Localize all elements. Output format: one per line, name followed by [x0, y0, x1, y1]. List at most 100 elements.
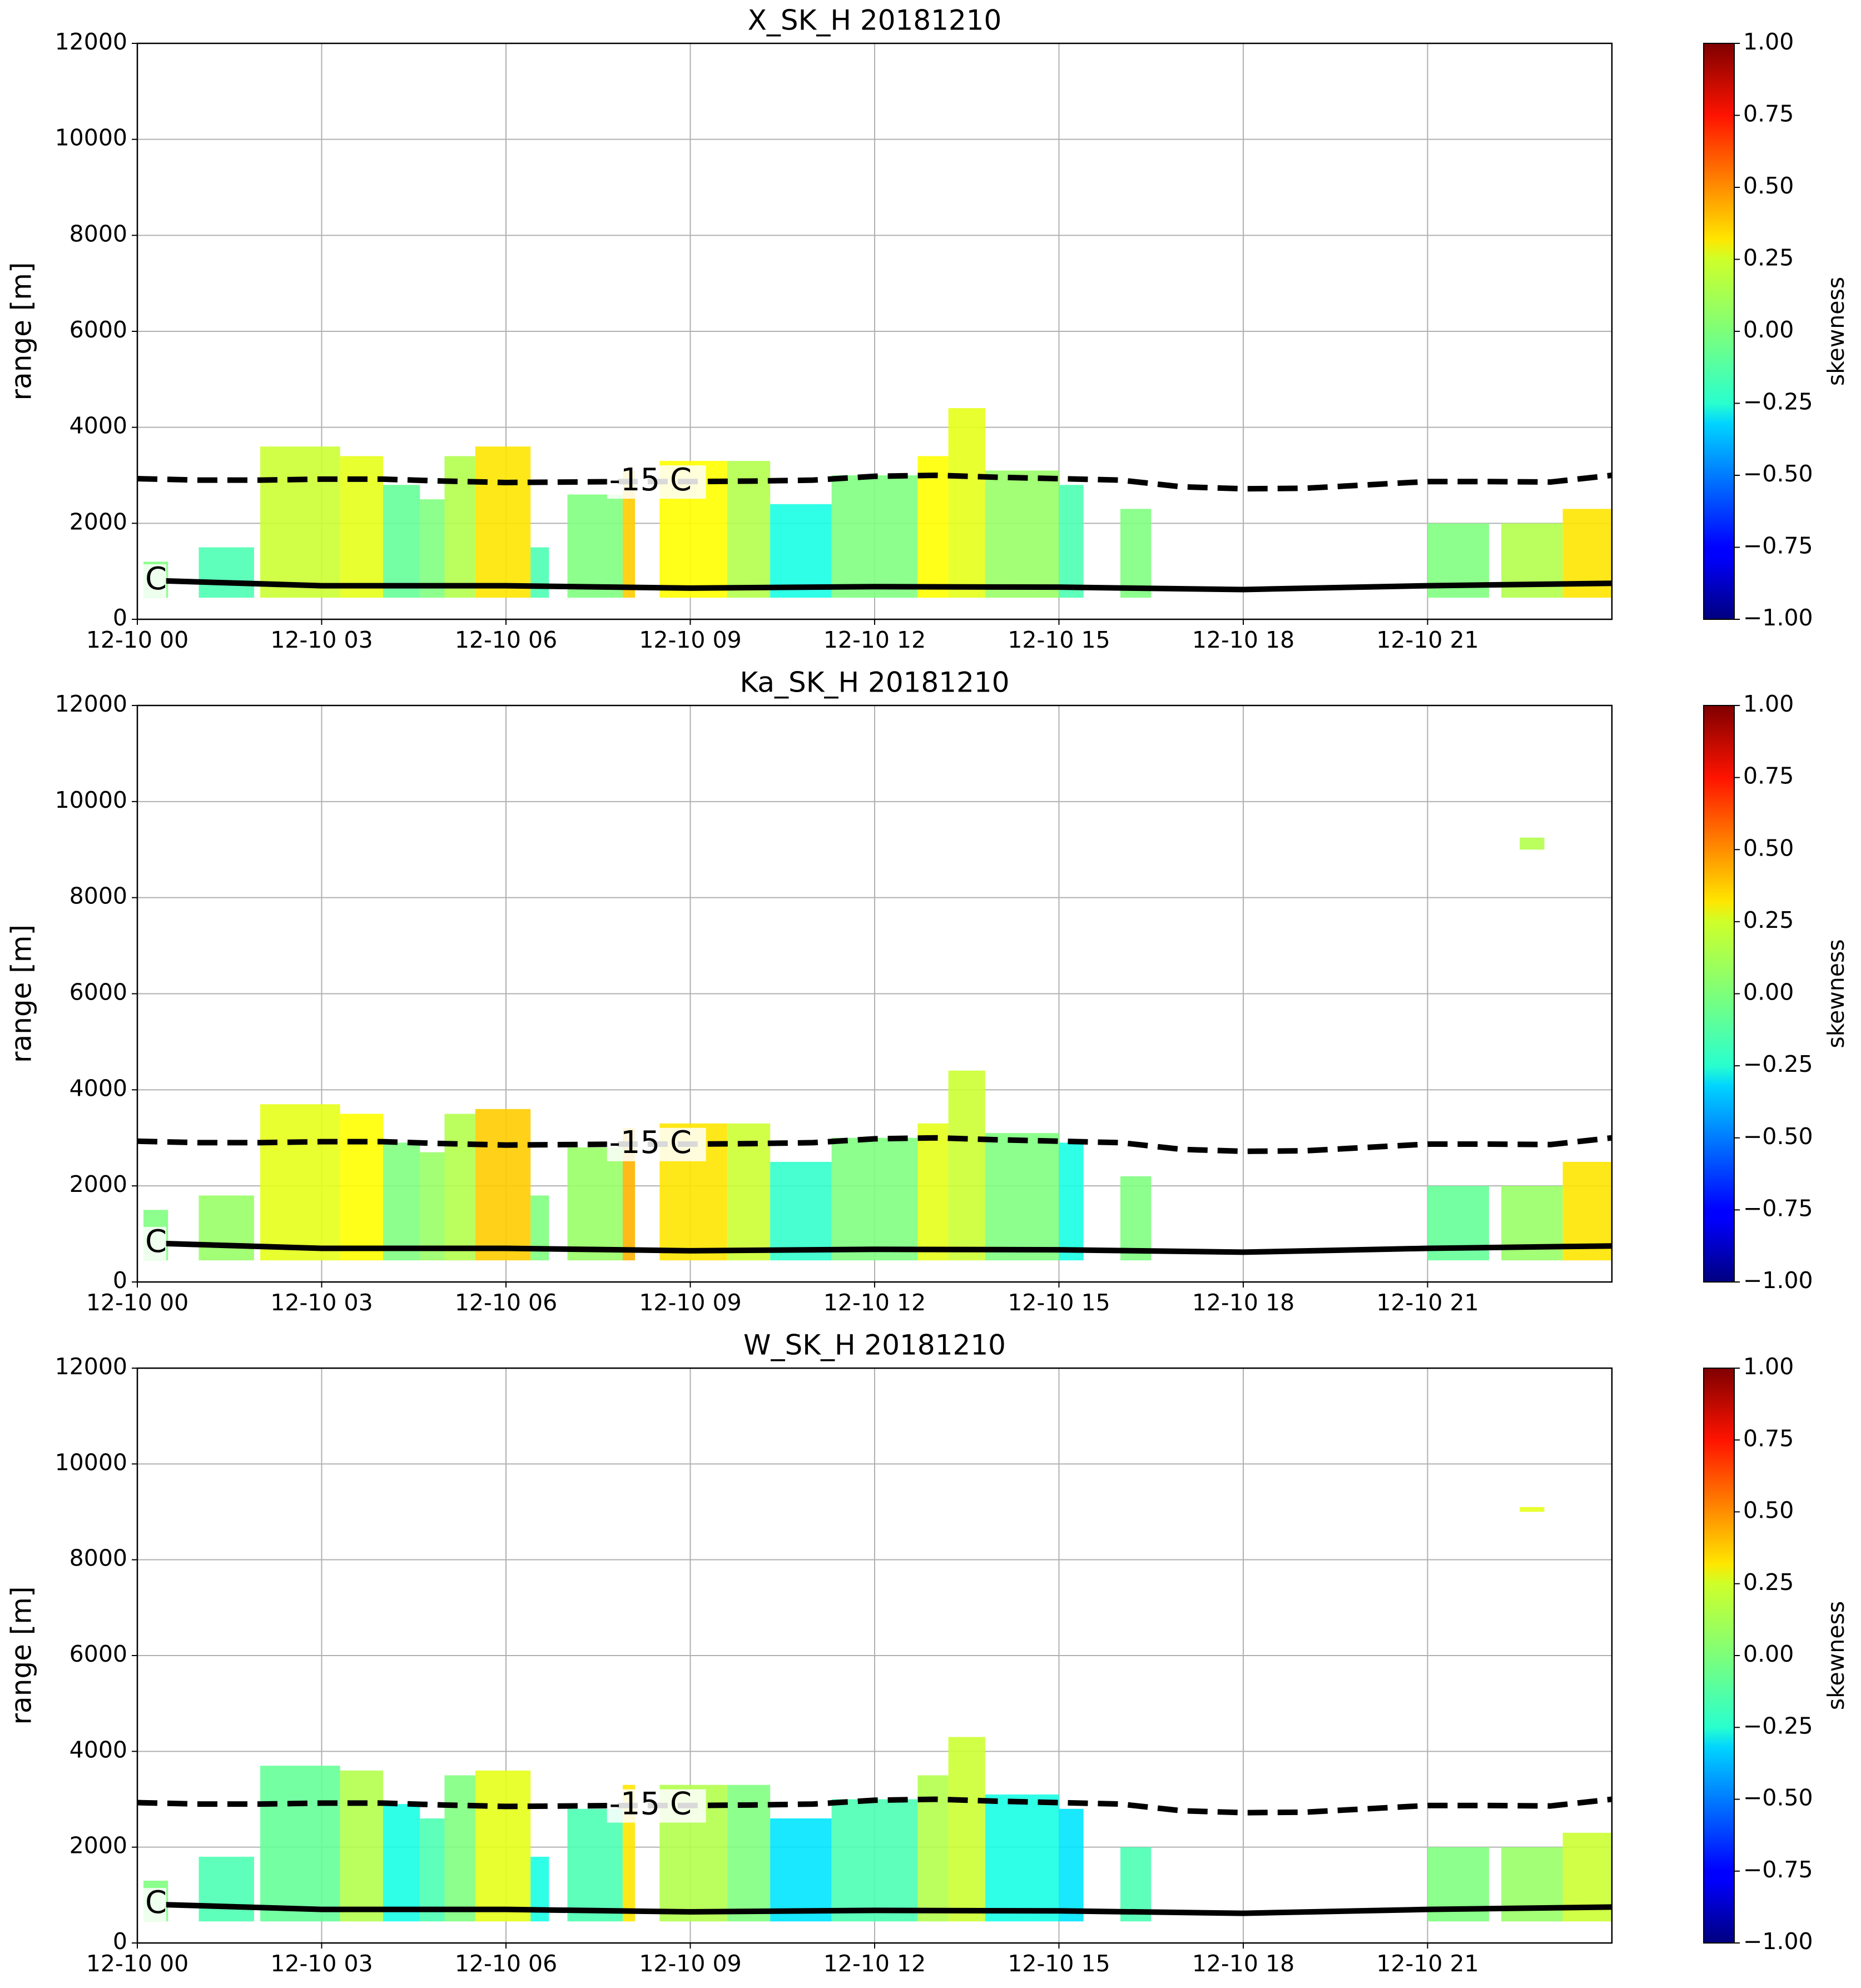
y-tick-label: 6000	[70, 979, 127, 1006]
y-tick-label: 12000	[55, 690, 127, 717]
echo-cell	[198, 1856, 254, 1922]
y-tick-label: 2000	[70, 1171, 127, 1197]
echo-cell	[475, 1109, 531, 1261]
y-tick-label: 6000	[70, 1641, 127, 1667]
colorbar-tick-label: −1.00	[1743, 1267, 1813, 1294]
y-tick-label: 4000	[70, 412, 127, 439]
echo-cell	[567, 1808, 623, 1922]
chart-title: W_SK_H 20181210	[743, 1329, 1006, 1361]
isotherm-label-bg	[607, 1789, 706, 1823]
y-tick-label: 8000	[70, 1545, 127, 1572]
echo-cell	[444, 1775, 475, 1922]
colorbar-tick-label: −1.00	[1743, 1928, 1813, 1955]
echo-cell	[1120, 509, 1152, 598]
axes-frame	[136, 704, 1613, 1283]
x-tick-label: 12-10 06	[455, 627, 557, 653]
y-tick-label: 8000	[70, 220, 127, 247]
y-tick-label: 12000	[55, 1353, 127, 1380]
colorbar-tick-label: 0.25	[1743, 907, 1794, 933]
isotherm-label: -15 C	[609, 462, 692, 498]
echo-cell	[831, 1137, 918, 1261]
colorbar-tick-label: −0.50	[1743, 460, 1813, 487]
panel: 12-10 00 12-10 03 12-10 06 12-10 09 12-10 12…	[6, 1329, 1850, 1977]
colorbar-tick-label: −0.75	[1743, 533, 1813, 559]
colorbar	[1703, 705, 1735, 1283]
colorbar-tick-label: 0.50	[1743, 172, 1794, 199]
colorbar-tick-label: −0.75	[1743, 1195, 1813, 1221]
echo-cell	[948, 1070, 985, 1261]
colorbar-label: skewness	[1823, 939, 1849, 1048]
chart-title: Ka_SK_H 20181210	[740, 667, 1009, 699]
isotherm-line	[165, 1902, 1612, 1916]
colorbar-tick-label: 0.25	[1743, 1569, 1794, 1596]
x-tick-label: 12-10 09	[639, 1950, 741, 1977]
x-tick-label: 12-10 12	[823, 627, 926, 653]
echo-cell	[770, 504, 832, 598]
colorbar-tick-label: −0.50	[1743, 1123, 1813, 1150]
isotherm-label-bg	[607, 1127, 706, 1161]
x-tick-label: 12-10 12	[823, 1289, 926, 1316]
y-tick-label: 0	[113, 604, 127, 631]
echo-cell	[420, 1152, 445, 1261]
colorbar-tick-label: 0.75	[1743, 1425, 1794, 1452]
echo-cell	[198, 1195, 254, 1261]
x-tick-label: 12-10 12	[823, 1950, 926, 1977]
isotherm-label-bg	[607, 465, 706, 499]
isotherm-label: -15 C	[609, 1125, 692, 1161]
isotherm-line	[137, 1135, 1612, 1154]
echo-cell	[917, 456, 949, 598]
echo-cell	[383, 1804, 420, 1922]
colorbar-tick-label: 0.00	[1743, 1641, 1794, 1667]
echo-cell	[444, 1114, 475, 1261]
y-tick-label: 6000	[70, 316, 127, 343]
isotherm-line	[165, 1240, 1612, 1255]
isotherm-line	[165, 578, 1612, 593]
panel: 12-10 00 12-10 03 12-10 06 12-10 09 12-10 12…	[6, 667, 1850, 1316]
panel: 12-10 00 12-10 03 12-10 06 12-10 09 12-10 12…	[6, 4, 1850, 654]
x-tick-label: 12-10 03	[270, 627, 373, 653]
x-tick-label: 12-10 06	[455, 1950, 557, 1977]
y-tick-label: 0	[113, 1267, 127, 1294]
x-tick-label: 12-10 21	[1376, 627, 1478, 653]
echo-cell	[260, 1766, 340, 1922]
colorbar-tick-label: −0.50	[1743, 1785, 1813, 1811]
echo-cell	[622, 470, 636, 598]
y-axis-label: range [m]	[6, 262, 38, 401]
echo-cell	[622, 1128, 636, 1261]
echo-cell	[260, 446, 340, 598]
x-tick-label: 12-10 00	[86, 627, 188, 653]
axes-frame	[136, 42, 1613, 620]
isotherm-label: C	[145, 1224, 167, 1260]
x-tick-label: 12-10 15	[1008, 1950, 1110, 1977]
y-axis-label: range [m]	[6, 1587, 38, 1725]
colorbar-tick-label: −1.00	[1743, 604, 1813, 631]
colorbar-tick-label: −0.25	[1743, 389, 1813, 415]
echo-cell	[831, 1799, 918, 1922]
colorbar-tick-label: 0.00	[1743, 316, 1794, 343]
isotherm-label-bg	[143, 1226, 166, 1260]
x-tick-label: 12-10 03	[270, 1289, 373, 1316]
y-tick-label: 8000	[70, 883, 127, 909]
colorbar-tick-label: 0.75	[1743, 101, 1794, 127]
echo-cell	[770, 1818, 832, 1922]
colorbar-tick-label: 0.25	[1743, 245, 1794, 271]
x-tick-label: 12-10 00	[86, 1950, 188, 1977]
echo-cell	[383, 485, 420, 598]
echo-cell	[831, 475, 918, 598]
x-tick-label: 12-10 06	[455, 1289, 557, 1316]
echo-cell	[985, 470, 1059, 598]
echo-cell	[383, 1142, 420, 1261]
isotherm-label: -15 C	[609, 1786, 692, 1822]
colorbar-tick-label: −0.25	[1743, 1051, 1813, 1077]
colorbar	[1703, 43, 1735, 620]
colorbar-tick-label: 0.00	[1743, 979, 1794, 1006]
y-tick-label: 10000	[55, 787, 127, 813]
echo-layer	[137, 1507, 1612, 1922]
isotherm-line	[137, 1796, 1612, 1816]
echo-cell	[567, 1147, 623, 1261]
x-tick-label: 12-10 15	[1008, 1289, 1110, 1316]
echo-cell	[770, 1161, 832, 1261]
echo-cell	[475, 1770, 531, 1922]
echo-cell	[198, 547, 254, 598]
